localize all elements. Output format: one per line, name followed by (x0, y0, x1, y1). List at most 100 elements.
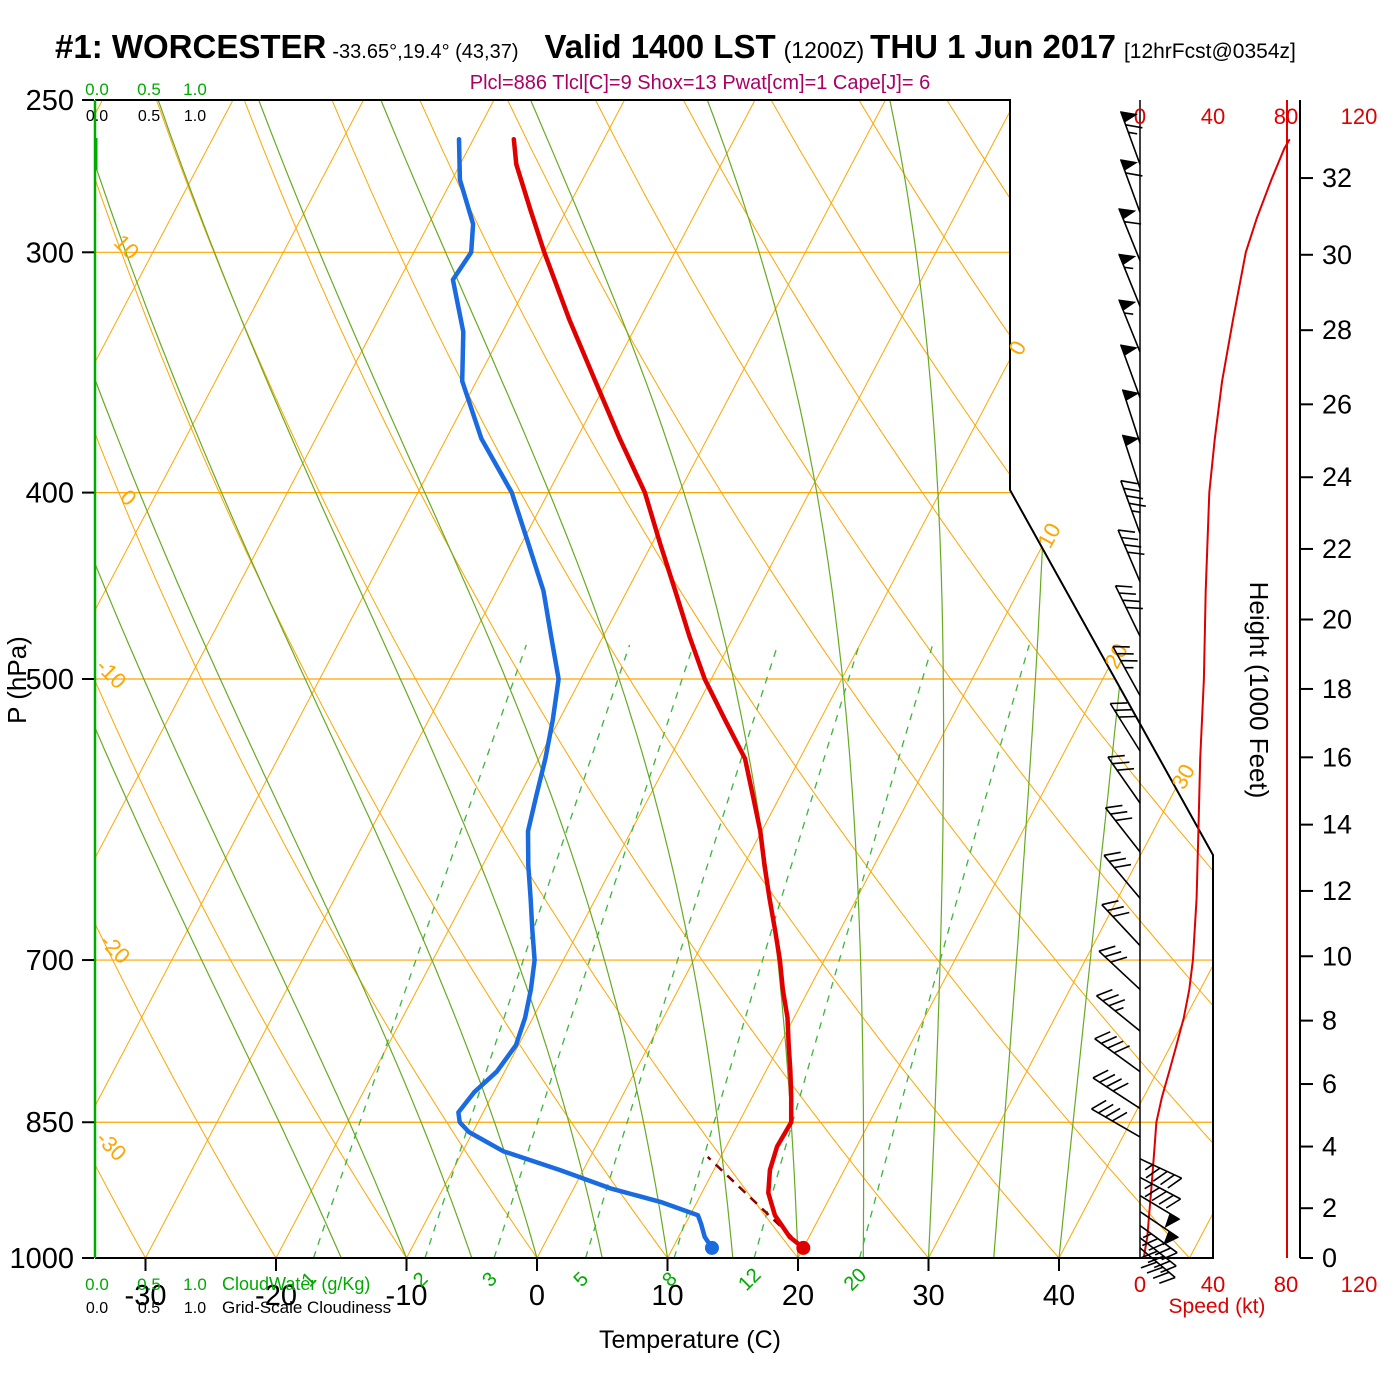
temperature-tick-label: 0 (529, 1280, 545, 1312)
forecast-info: [12hrFcst@0354z] (1123, 40, 1296, 63)
dry-adiabat-label: -30 (91, 1126, 131, 1166)
speed-tick-label-bottom: 40 (1201, 1272, 1225, 1297)
pressure-tick-label: 700 (26, 945, 74, 977)
wind-barb-pennant (1118, 253, 1137, 266)
temperature-tick-label: -20 (255, 1280, 297, 1312)
skewt-grid (95, 100, 1213, 1258)
wind-barb (1091, 1099, 1141, 1138)
height-tick-label: 14 (1322, 810, 1352, 840)
wind-barb (1139, 1176, 1182, 1209)
dry-adiabat-label: 0 (115, 485, 141, 511)
isotherm-label: 10 (1032, 519, 1066, 552)
wind-barb-pennant (1164, 1212, 1181, 1229)
wind-barb-pennant (1121, 434, 1140, 447)
isotherm-label: 30 (1166, 760, 1200, 793)
valid-zulu: (1200Z) (783, 37, 865, 63)
wind-barb-pennant (1162, 1230, 1180, 1246)
height-axis-title: Height (1000 Feet) (1244, 582, 1274, 799)
wind-barb (1112, 645, 1141, 696)
speed-tick-label-bottom: 0 (1134, 1272, 1146, 1297)
cloudwater-scale-bottom: 0.5 (137, 1275, 161, 1294)
station-coords: -33.65°,19.4° (43,37) (332, 41, 519, 63)
wind-barb-pennant (1118, 299, 1137, 311)
speed-curve (1142, 138, 1291, 1259)
valid-time: Valid 1400 LST (544, 28, 776, 65)
height-tick-label: 10 (1322, 941, 1352, 971)
pressure-tick-label: 850 (26, 1107, 74, 1139)
mixing-ratio-label: 3 (478, 1268, 501, 1291)
dry-adiabat-label: -10 (91, 654, 131, 694)
cloudwater-scale-top: 1.0 (183, 80, 207, 99)
height-tick-label: 8 (1322, 1006, 1337, 1036)
temperature-tick-label: 30 (912, 1280, 944, 1312)
cloudwater-axis-title: CloudWater (g/Kg) (222, 1274, 370, 1294)
cloudiness-scale-bottom: 0.0 (86, 1300, 108, 1317)
wind-barb (1098, 945, 1141, 990)
cloudiness-scale-top: 1.0 (184, 108, 206, 125)
temperature-tick-label: 40 (1043, 1280, 1075, 1312)
cloudiness-scale-bottom: 1.0 (184, 1300, 206, 1317)
wind-barb (1120, 479, 1146, 534)
pressure-axis-title: P (hPa) (2, 636, 32, 724)
wind-barb (1139, 1237, 1177, 1274)
wind-barb (1094, 1031, 1141, 1073)
wind-barb (1109, 702, 1141, 752)
temperature-tick-label: -30 (125, 1280, 167, 1312)
temperature-tick-label: -10 (386, 1280, 428, 1312)
station-title: #1: WORCESTER (55, 28, 327, 65)
height-tick-label: 0 (1322, 1243, 1337, 1273)
height-tick-label: 26 (1322, 389, 1352, 419)
speed-tick-label-top: 40 (1201, 104, 1225, 129)
wind-barb (1114, 585, 1143, 637)
valid-date: THU 1 Jun 2017 (870, 28, 1116, 65)
wind-barb-pennant (1120, 111, 1138, 123)
height-tick-label: 24 (1322, 462, 1352, 492)
height-tick-label: 12 (1322, 876, 1352, 906)
mixing-ratio-lines (312, 644, 1030, 1258)
pressure-tick-label: 300 (26, 237, 74, 269)
wind-barb (1095, 988, 1141, 1032)
wind-barb-pennant (1120, 159, 1138, 171)
temperature-axis-title: Temperature (C) (599, 1326, 781, 1354)
speed-tick-label-bottom: 120 (1341, 1272, 1378, 1297)
speed-tick-label-top: 80 (1274, 104, 1298, 129)
speed-tick-label-top: 120 (1341, 104, 1378, 129)
pressure-tick-label: 500 (26, 664, 74, 696)
pressure-axis: 250 300 400 500 700 850 1000 (9, 85, 94, 1275)
cloudiness-scale-bottom: 0.5 (138, 1300, 160, 1317)
wind-barb (1104, 804, 1141, 853)
height-tick-label: 30 (1322, 240, 1352, 270)
wind-barb (1103, 851, 1141, 899)
wind-barb-pennant (1118, 208, 1137, 220)
height-tick-label: 32 (1322, 163, 1352, 193)
temperature-tick-label: 10 (651, 1280, 683, 1312)
height-tick-label: 22 (1322, 534, 1352, 564)
isobar-lines (95, 251, 1213, 1123)
wind-barb (1139, 1224, 1178, 1261)
mixing-ratio-label: 12 (734, 1264, 765, 1295)
chart-title: #1: WORCESTER -33.65°,19.4° (43,37) Valid … (55, 28, 1296, 66)
plot-border (95, 99, 1214, 1259)
speed-tick-label-top: 0 (1134, 104, 1146, 129)
pressure-tick-label: 250 (26, 85, 74, 117)
mixing-ratio-label: 5 (570, 1268, 593, 1291)
height-tick-label: 6 (1322, 1069, 1337, 1099)
cloudwater-scale-top: 0.5 (137, 80, 161, 99)
height-tick-label: 2 (1322, 1193, 1337, 1223)
temperature-axis: -30 -20 -10 0 10 20 30 40 (125, 1258, 1075, 1312)
height-tick-label: 18 (1322, 674, 1352, 704)
wind-barb (1139, 1158, 1183, 1189)
height-tick-label: 28 (1322, 315, 1352, 345)
height-tick-label: 20 (1322, 605, 1352, 635)
surface-temp-dot (796, 1240, 811, 1255)
wind-barb (1107, 754, 1141, 804)
wind-barb (1139, 1247, 1176, 1285)
wind-barb (1092, 1069, 1141, 1110)
pressure-tick-label: 400 (26, 478, 74, 510)
wind-barb-pennant (1120, 344, 1138, 357)
pressure-tick-label: 1000 (9, 1243, 74, 1275)
dry-adiabat-label: -20 (95, 929, 135, 969)
surface-dewpoint-dot (704, 1240, 719, 1255)
